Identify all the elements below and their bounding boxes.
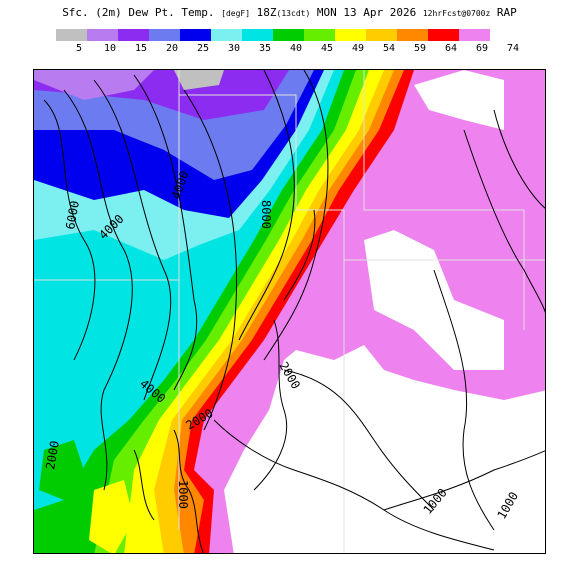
- legend-swatch: [459, 29, 490, 41]
- map-canvas: 6000 4000 4000 8000 2000 2000 4000 2000 …: [34, 70, 545, 553]
- title-main: Sfc. (2m) Dew Pt. Temp.: [62, 6, 215, 19]
- legend-label: 15: [134, 43, 148, 54]
- legend-swatch: [56, 29, 87, 41]
- fill-band-10: [34, 70, 154, 100]
- legend-label: 74: [506, 43, 520, 54]
- legend-swatch: [273, 29, 304, 41]
- fill-band-5: [174, 70, 224, 90]
- legend-swatch: [335, 29, 366, 41]
- title-model: RAP: [496, 6, 517, 19]
- legend-label: 54: [382, 43, 396, 54]
- legend-label: 35: [258, 43, 272, 54]
- legend-label: 64: [444, 43, 458, 54]
- height-contours: [43, 70, 545, 553]
- fill-pocket-yellow: [89, 480, 134, 553]
- fill-white-region-2: [364, 230, 504, 370]
- legend-label: 25: [196, 43, 210, 54]
- title-valid: 18Z: [256, 6, 277, 19]
- legend-label: 49: [351, 43, 365, 54]
- fill-white-region: [224, 345, 545, 553]
- legend-color-bar: [56, 29, 490, 41]
- title-unit: [degF]: [221, 9, 251, 18]
- title-fcst: 12hrFcst@0700z: [422, 9, 491, 18]
- legend-swatch: [118, 29, 149, 41]
- map-title: Sfc. (2m) Dew Pt. Temp. [degF] 18Z(13cdt…: [0, 6, 579, 19]
- legend-label: 69: [475, 43, 489, 54]
- legend-swatch: [211, 29, 242, 41]
- contour-label: 1000: [176, 480, 190, 509]
- legend-swatch: [304, 29, 335, 41]
- legend-swatch: [397, 29, 428, 41]
- legend-swatch: [180, 29, 211, 41]
- legend-swatch: [87, 29, 118, 41]
- legend-label: 20: [165, 43, 179, 54]
- fill-pocket-green: [39, 440, 84, 500]
- legend-label: 40: [289, 43, 303, 54]
- legend-label: 10: [103, 43, 117, 54]
- legend-swatch: [242, 29, 273, 41]
- contour-label: 6000: [63, 200, 82, 231]
- dewpoint-map: 6000 4000 4000 8000 2000 2000 4000 2000 …: [33, 69, 546, 554]
- legend-labels: 5 10 15 20 25 30 35 40 45 49 54 59 64 69 74: [56, 43, 519, 57]
- legend-swatch: [149, 29, 180, 41]
- title-date: MON 13 Apr 2026: [316, 6, 417, 19]
- legend-label: 59: [413, 43, 427, 54]
- legend-label: 5: [75, 43, 83, 54]
- legend-swatch: [366, 29, 397, 41]
- contour-label: 8000: [259, 200, 273, 229]
- color-legend: 5 10 15 20 25 30 35 40 45 49 54 59 64 69 74: [56, 29, 519, 57]
- title-local: (13cdt): [276, 9, 311, 18]
- legend-label: 30: [227, 43, 241, 54]
- legend-swatch: [428, 29, 459, 41]
- legend-label: 45: [320, 43, 334, 54]
- contour-label: 2000: [43, 440, 62, 471]
- contour-label-group: 6000 4000 4000 8000 2000 2000 4000 2000 …: [43, 169, 521, 521]
- fill-white-region-3: [414, 70, 504, 130]
